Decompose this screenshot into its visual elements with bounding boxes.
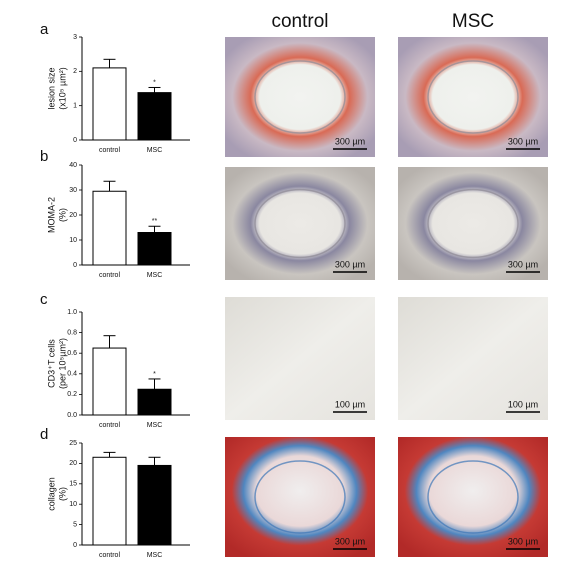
significance: ** [152,218,158,225]
micrograph [398,297,548,420]
vessel-lumen [427,460,519,534]
panel-letter: c [40,291,48,308]
vessel-lumen [254,188,346,259]
panel-letter: b [40,148,48,165]
y-axis-label: MOMA-2 [46,197,56,233]
scale-bar-label: 300 µm [335,536,365,546]
scale-bar-label: 300 µm [508,536,538,546]
y-tick-label: 10 [69,501,77,508]
bar [137,464,172,546]
x-tick-label: control [99,422,120,429]
bar [137,92,172,141]
significance: * [153,371,156,378]
x-tick-label: control [99,147,120,154]
y-axis-label: (per 10⁵µm²) [57,338,67,389]
micrograph [398,37,548,157]
x-tick-label: control [99,552,120,559]
micrograph [225,167,375,280]
bar [92,347,127,416]
x-tick-label: MSC [147,272,163,279]
y-axis-label: (%) [57,208,67,222]
y-tick-label: 0.8 [67,329,77,336]
y-tick-label: 40 [69,162,77,169]
y-tick-label: 10 [69,237,77,244]
vessel-lumen [254,460,346,534]
scale-bar-label: 300 µm [335,259,365,269]
bar [137,232,172,266]
y-tick-label: 0.2 [67,391,77,398]
bar [92,456,127,546]
micrograph [398,437,548,557]
y-tick-label: 25 [69,440,77,447]
vessel-lumen [427,188,519,259]
y-tick-label: 5 [73,521,77,528]
y-tick-label: 0.0 [67,412,77,419]
scale-bar-label: 300 µm [335,136,365,146]
vessel-lumen [427,60,519,134]
y-tick-label: 20 [69,460,77,467]
y-tick-label: 3 [73,34,77,41]
column-header: control [271,11,328,32]
y-axis-label: lesion size [46,67,56,109]
y-tick-label: 0 [73,542,77,549]
significance: * [153,79,156,86]
vessel-lumen [254,60,346,134]
y-axis-label: (%) [57,487,67,501]
y-tick-label: 20 [69,212,77,219]
scale-bar-label: 300 µm [508,259,538,269]
scale-bar-label: 100 µm [335,399,365,409]
x-tick-label: MSC [147,422,163,429]
micrograph [225,437,375,557]
panel-letter: d [40,426,48,443]
panel-letter: a [40,21,49,38]
y-tick-label: 15 [69,481,77,488]
x-tick-label: control [99,272,120,279]
y-tick-label: 0 [73,137,77,144]
y-tick-label: 0.4 [67,371,77,378]
y-tick-label: 0.6 [67,350,77,357]
micrograph [398,167,548,280]
scale-bar-label: 100 µm [508,399,538,409]
y-tick-label: 2 [73,68,77,75]
bar [92,190,127,266]
bar [92,67,127,141]
micrograph [225,37,375,157]
y-axis-label: CD3⁺T cells [46,339,56,388]
x-tick-label: MSC [147,552,163,559]
y-axis-label: (x10⁵ µm²) [57,67,67,109]
y-tick-label: 30 [69,187,77,194]
column-header: MSC [452,11,494,32]
y-tick-label: 1 [73,103,77,110]
scale-bar-label: 300 µm [508,136,538,146]
x-tick-label: MSC [147,147,163,154]
y-axis-label: collagen [46,477,56,511]
y-tick-label: 1.0 [67,309,77,316]
micrograph [225,297,375,420]
y-tick-label: 0 [73,262,77,269]
bar [137,388,172,416]
